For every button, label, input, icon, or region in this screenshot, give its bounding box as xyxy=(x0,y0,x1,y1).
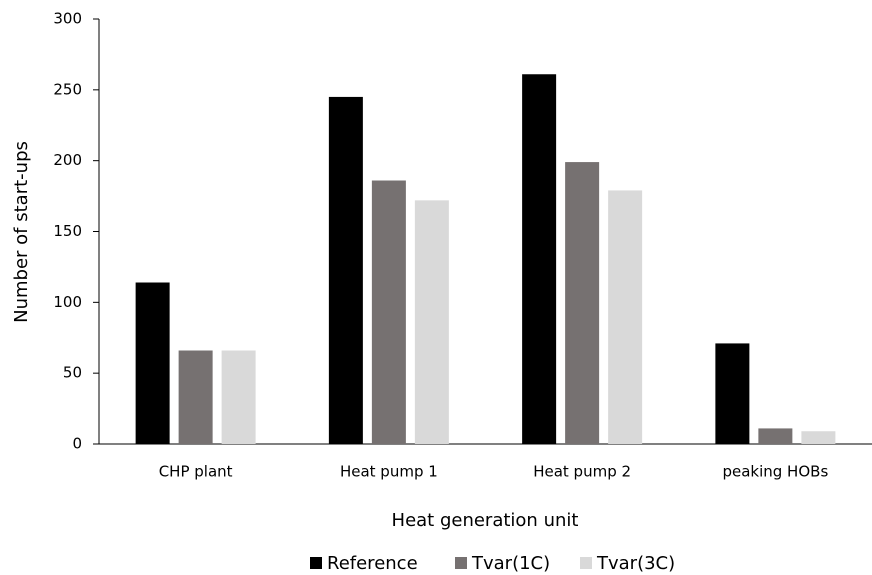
bar xyxy=(758,428,793,444)
legend-swatch xyxy=(580,557,592,569)
x-tick-label: Heat pump 1 xyxy=(340,463,438,481)
y-tick-label: 150 xyxy=(53,222,82,240)
bar xyxy=(371,180,406,444)
x-tick-label: CHP plant xyxy=(159,463,233,481)
x-axis-title: Heat generation unit xyxy=(392,510,579,531)
bar xyxy=(565,162,600,445)
y-tick-label: 100 xyxy=(53,293,82,311)
x-tick-label: peaking HOBs xyxy=(722,463,828,481)
legend-swatch xyxy=(310,557,322,569)
y-tick-label: 200 xyxy=(53,151,82,169)
bar xyxy=(522,74,557,444)
bar xyxy=(801,431,836,444)
y-axis-title: Number of start-ups xyxy=(11,141,32,323)
y-tick-label: 0 xyxy=(72,435,82,453)
legend-swatch xyxy=(455,557,467,569)
y-tick-label: 250 xyxy=(53,80,82,98)
bar xyxy=(608,190,643,444)
bar xyxy=(221,350,256,444)
bar xyxy=(178,350,213,444)
legend-label: Tvar(3C) xyxy=(596,553,675,574)
legend-label: Tvar(1C) xyxy=(471,553,550,574)
y-tick-label: 50 xyxy=(63,364,82,382)
bar xyxy=(135,282,170,444)
bar xyxy=(414,200,449,444)
bar xyxy=(715,343,750,444)
y-tick-label: 300 xyxy=(53,10,82,28)
bar xyxy=(328,96,363,445)
legend-label: Reference xyxy=(327,553,418,574)
x-tick-label: Heat pump 2 xyxy=(533,463,631,481)
